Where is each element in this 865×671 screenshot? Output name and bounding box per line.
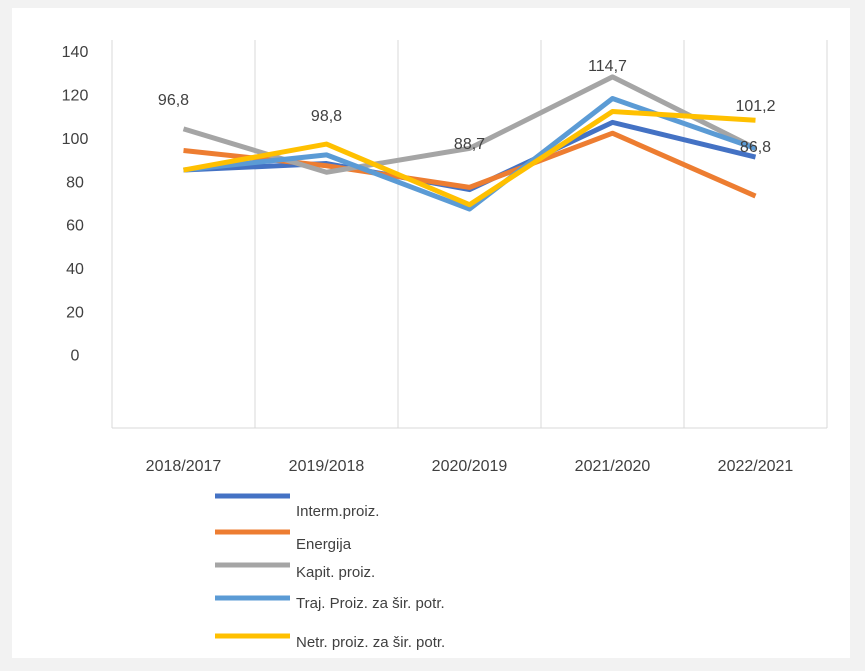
annotation: 88,7 <box>454 136 485 153</box>
annotation: 114,7 <box>588 58 627 75</box>
y-tick-label: 0 <box>71 348 80 365</box>
x-tick-label: 2021/2020 <box>575 458 651 475</box>
legend-label: Interm.proiz. <box>296 503 379 520</box>
y-tick-label: 60 <box>66 218 84 235</box>
x-tick-label: 2020/2019 <box>432 458 508 475</box>
x-tick-label: 2022/2021 <box>718 458 794 475</box>
annotation: 96,8 <box>158 92 189 109</box>
y-tick-label: 120 <box>62 88 89 105</box>
annotation: 98,8 <box>311 108 342 125</box>
legend-label: Kapit. proiz. <box>296 564 375 581</box>
x-tick-label: 2018/2017 <box>146 458 222 475</box>
legend-label: Netr. proiz. za šir. potr. <box>296 634 445 651</box>
y-tick-label: 80 <box>66 174 84 191</box>
legend-label: Energija <box>296 536 352 553</box>
series-line <box>183 109 756 208</box>
chart-area <box>12 8 850 658</box>
y-tick-label: 100 <box>62 131 89 148</box>
y-tick-label: 20 <box>66 304 84 321</box>
legend-label: Traj. Proiz. za šir. potr. <box>296 595 445 612</box>
x-tick-label: 2019/2018 <box>289 458 365 475</box>
annotation: 86,8 <box>740 139 771 156</box>
annotation: 101,2 <box>735 98 775 115</box>
y-tick-label: 40 <box>66 261 84 278</box>
y-tick-label: 140 <box>62 44 89 61</box>
